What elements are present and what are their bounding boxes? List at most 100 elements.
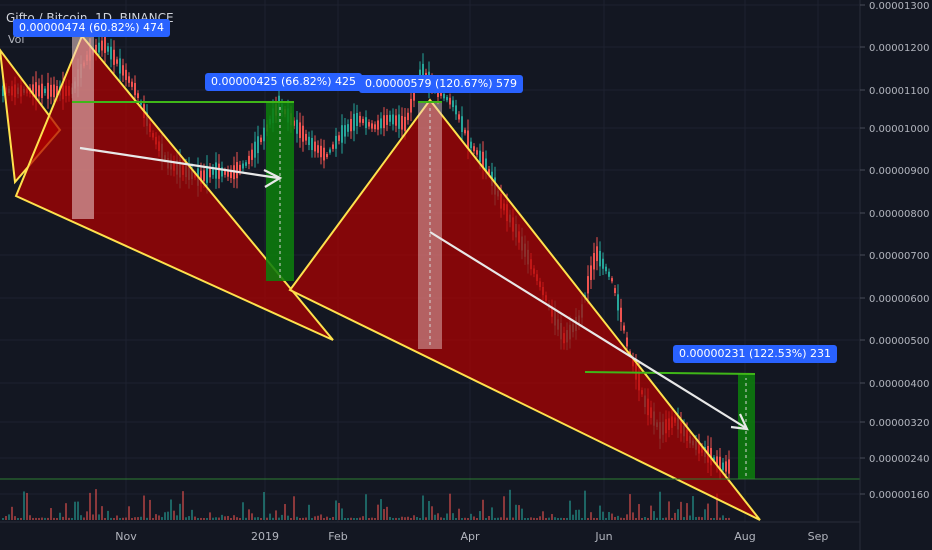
volume-bar	[107, 510, 109, 520]
volume-bar	[32, 517, 34, 520]
candle-body	[608, 271, 610, 277]
candle-body	[245, 162, 247, 166]
measure-box-1[interactable]	[72, 36, 94, 219]
volume-bar	[287, 515, 289, 520]
volume-bar	[644, 516, 646, 520]
volume-bar	[44, 517, 46, 520]
volume-bar	[92, 514, 94, 520]
volume-bar	[710, 517, 712, 520]
candle-body	[338, 135, 340, 141]
measure-label-2[interactable]: 0.00000425 (66.82%) 425	[205, 73, 362, 91]
date-tick-label: Feb	[328, 530, 347, 543]
volume-bar	[452, 513, 454, 520]
volume-bar	[242, 502, 244, 520]
candle-body	[422, 63, 424, 82]
volume-bar	[182, 491, 184, 520]
volume-bar	[149, 499, 151, 520]
wedge-pattern-3[interactable]	[288, 98, 761, 521]
candle-body	[311, 137, 313, 151]
volume-bar	[35, 517, 37, 520]
volume-bar	[662, 517, 664, 520]
volume-bar	[224, 516, 226, 520]
volume-bar	[344, 518, 346, 520]
candle-body	[611, 278, 613, 282]
time-axis[interactable]: Nov 2019 Feb Apr Jun Aug Sep	[115, 530, 828, 543]
candle-body	[458, 114, 460, 120]
volume-bar	[380, 499, 382, 520]
candle-body	[479, 150, 481, 162]
volume-bar	[626, 514, 628, 520]
candle-body	[392, 114, 394, 125]
volume-bar	[167, 511, 169, 520]
candle-body	[341, 125, 343, 143]
price-axis[interactable]: 0.00001300 0.00001200 0.00001100 0.00001000…	[860, 1, 929, 501]
volume-bar	[260, 517, 262, 520]
volume-bar	[530, 517, 532, 520]
volume-bar	[347, 517, 349, 520]
candle-body	[212, 168, 214, 175]
volume-bar	[293, 496, 295, 520]
volume-bar	[506, 517, 508, 520]
volume-bar	[494, 517, 496, 520]
volume-bar	[581, 518, 583, 520]
measure-label-1[interactable]: 0.00000474 (60.82%) 474	[13, 19, 170, 37]
volume-bar	[26, 492, 28, 520]
volume-bar	[725, 517, 727, 520]
trend-arrow-2[interactable]	[429, 231, 749, 431]
candle-body	[713, 457, 715, 461]
volume-bar	[482, 499, 484, 520]
volume-bar	[257, 517, 259, 520]
volume-bar	[593, 517, 595, 520]
volume-bar	[668, 501, 670, 520]
candle-body	[716, 456, 718, 467]
volume-bar	[428, 501, 430, 520]
volume-bar	[611, 513, 613, 520]
volume-bar	[620, 517, 622, 520]
volume-bar	[584, 490, 586, 520]
wedge-pattern-2[interactable]	[14, 34, 334, 341]
candle-body	[326, 153, 328, 158]
candle-body	[239, 164, 241, 172]
volume-bar	[377, 504, 379, 520]
volume-bar	[89, 492, 91, 520]
volume-bar	[284, 504, 286, 520]
volume-bar	[614, 516, 616, 520]
candle-body	[308, 136, 310, 145]
candle-body	[44, 88, 46, 94]
candle-body	[374, 124, 376, 130]
volume-bar	[392, 517, 394, 520]
candle-body	[101, 40, 103, 51]
measure-label-4[interactable]: 0.00000231 (122.53%) 231	[673, 345, 837, 363]
candle-body	[107, 46, 109, 52]
candle-body	[314, 141, 316, 152]
price-tick-label: 0.00000700	[869, 251, 929, 262]
volume-bar	[653, 511, 655, 520]
candle-body	[371, 123, 373, 129]
volume-bar	[326, 516, 328, 520]
volume-bar	[305, 517, 307, 520]
volume-bar	[5, 516, 7, 520]
volume-bar	[104, 518, 106, 520]
volume-bar	[2, 517, 4, 520]
volume-bar	[617, 515, 619, 520]
price-tick-label: 0.00000500	[869, 336, 929, 347]
price-tick-label: 0.00000800	[869, 209, 929, 220]
volume-bar	[587, 517, 589, 520]
volume-bar	[245, 517, 247, 520]
volume-bar	[575, 509, 577, 520]
candle-body	[335, 135, 337, 149]
volume-bar	[59, 512, 61, 520]
volume-bar	[560, 517, 562, 520]
volume-bar	[572, 514, 574, 520]
volume-bar	[398, 517, 400, 520]
candle-body	[377, 120, 379, 130]
candle-body	[305, 133, 307, 141]
measure-label-3[interactable]: 0.00000579 (120.67%) 579	[359, 75, 523, 93]
candle-body	[317, 145, 319, 153]
volume-bar	[635, 517, 637, 520]
volume-bar	[41, 517, 43, 520]
volume-bar	[95, 489, 97, 520]
volume-bar	[467, 518, 469, 520]
trend-arrow-1[interactable]	[79, 146, 283, 188]
volume-bar	[698, 516, 700, 520]
